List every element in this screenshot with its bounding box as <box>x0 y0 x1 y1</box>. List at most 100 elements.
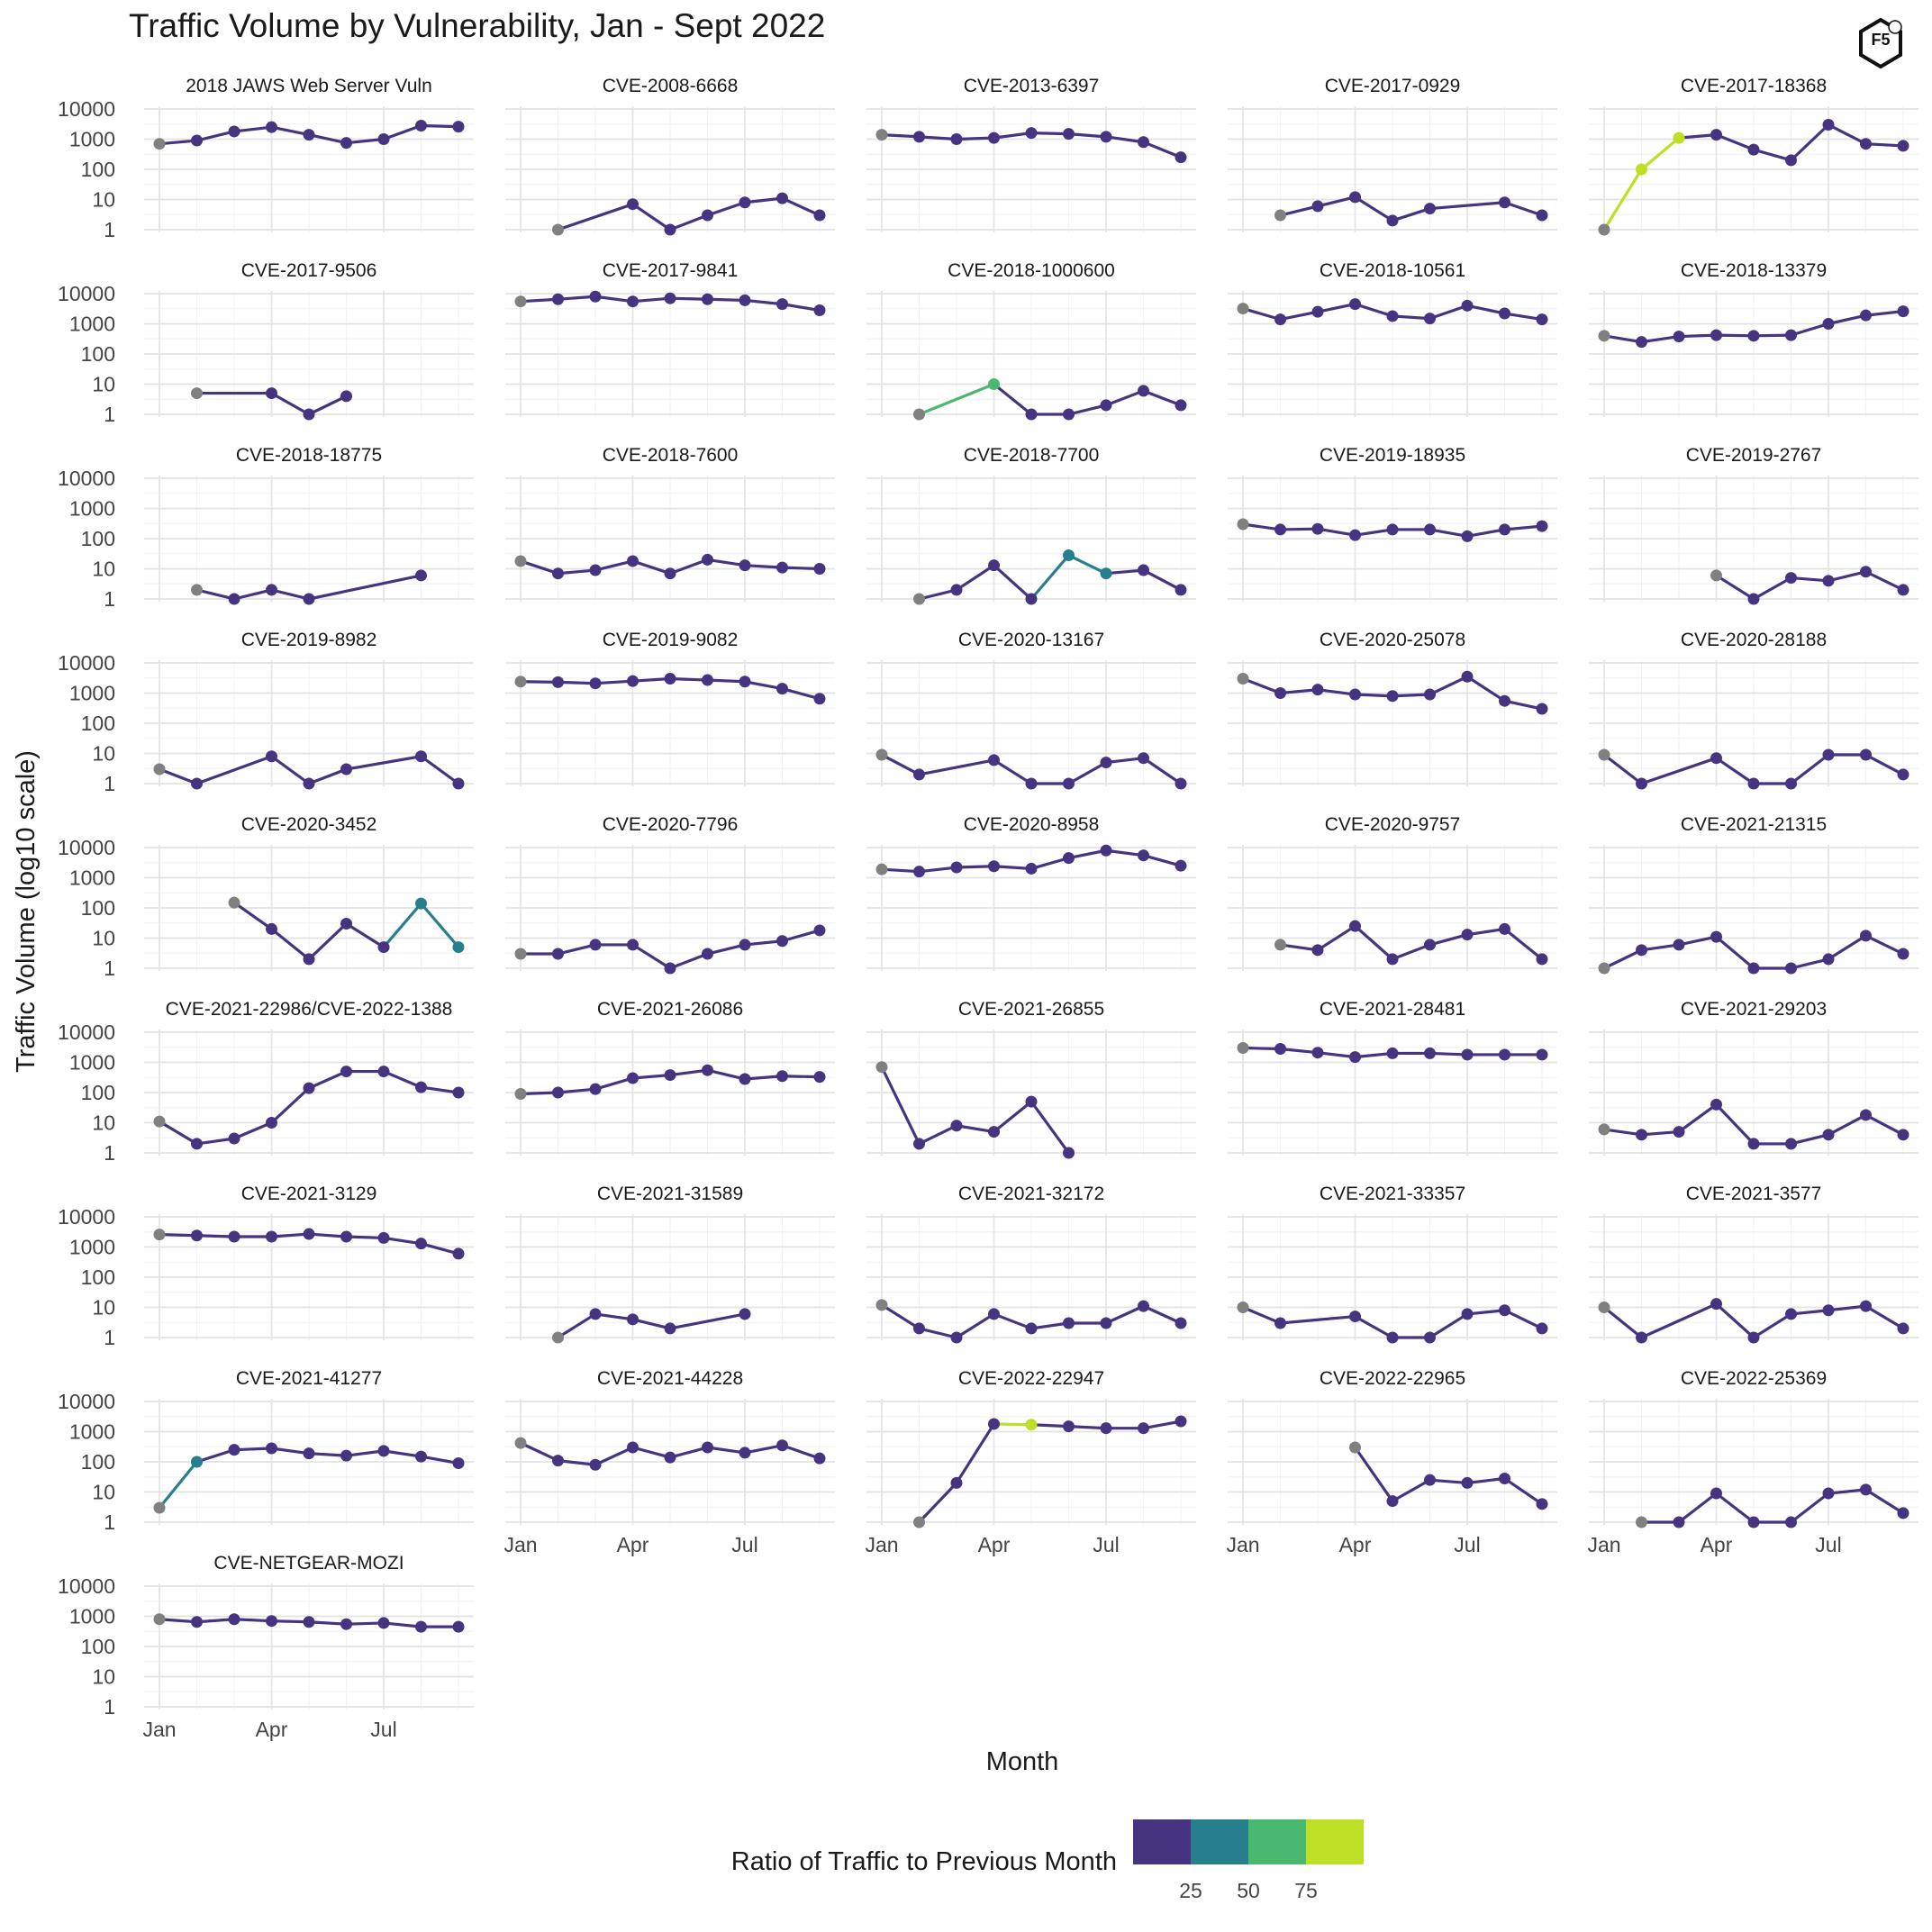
y-tick-label: 10000 <box>58 836 115 859</box>
facet-panel: CVE-2017-18368 <box>1589 76 1918 236</box>
series-line-segment <box>307 921 349 961</box>
data-point <box>1025 593 1038 605</box>
series-line-segment <box>1353 195 1394 222</box>
data-point <box>340 918 352 930</box>
series-line-segment <box>1789 753 1830 785</box>
y-tick-label: 10000 <box>58 1574 115 1598</box>
facet-panel: CVE-2018-7600 <box>505 445 835 602</box>
series-line-segment <box>1789 576 1830 583</box>
series-line-segment <box>955 1422 996 1485</box>
data-point <box>452 777 465 790</box>
data-point <box>1138 849 1149 862</box>
data-point <box>303 593 315 605</box>
y-tick-label: 1 <box>104 587 115 611</box>
series-line-segment <box>1241 1305 1283 1325</box>
color-legend: Ratio of Traffic to Previous Month 25 50 7… <box>731 1819 1364 1902</box>
series-line-segment <box>195 755 274 785</box>
series-line-segment <box>917 866 958 874</box>
series-line-segment <box>1602 753 1644 785</box>
f5-labs-logo <box>1859 17 1902 69</box>
facet-panel: CVE-2018-10561 <box>1228 260 1557 417</box>
data-point <box>1237 1042 1249 1055</box>
facet-title: CVE-2017-9841 <box>603 260 739 281</box>
data-point <box>191 777 203 790</box>
data-point <box>1025 1322 1038 1335</box>
series-line-segment <box>780 929 821 943</box>
facet-title: CVE-2008-6668 <box>603 76 739 96</box>
data-point <box>1897 1129 1909 1141</box>
data-point <box>1063 408 1075 421</box>
series-line-segment <box>1029 1100 1071 1155</box>
data-point <box>988 860 1000 873</box>
facet-title: CVE-2021-22986/CVE-2022-1388 <box>166 999 453 1020</box>
data-point <box>1349 298 1361 311</box>
facet-panel: CVE-2020-7796 <box>505 814 835 975</box>
legend-tick-label: 75 <box>1294 1879 1318 1902</box>
series-line-segment <box>1428 1312 1469 1339</box>
data-point <box>627 555 639 567</box>
series-line-segment <box>668 213 710 231</box>
facet-panel: CVE-2021-29203 <box>1589 999 1918 1156</box>
data-point <box>340 763 352 776</box>
facet-panel: CVE-2021-44228 Jan Apr Jul <box>503 1368 835 1556</box>
data-point <box>514 1088 527 1101</box>
series-line-segment <box>1104 1304 1146 1325</box>
facet-title: CVE-2021-33357 <box>1320 1184 1465 1204</box>
data-point <box>1461 670 1474 683</box>
series-line-segment <box>556 1312 597 1339</box>
data-point <box>950 1120 963 1132</box>
series-line-segment <box>630 203 672 231</box>
series-line-segment <box>1502 1309 1544 1330</box>
y-tick-label: 1000 <box>69 128 115 151</box>
data-point <box>1897 768 1909 781</box>
data-point <box>1274 313 1286 326</box>
data-point <box>1063 852 1075 865</box>
data-point <box>1424 1331 1436 1344</box>
data-point <box>1747 143 1760 156</box>
data-point <box>950 1476 963 1489</box>
series-line-segment <box>1353 693 1394 698</box>
legend-tick-label: 25 <box>1179 1879 1202 1902</box>
data-point <box>589 677 602 690</box>
data-point <box>377 1066 390 1078</box>
series-line-segment <box>382 902 423 949</box>
data-point <box>664 292 676 304</box>
y-tick-label: 1 <box>104 1326 115 1349</box>
series-line-segment <box>1428 675 1469 696</box>
series-line-segment <box>705 943 747 956</box>
series-line-segment <box>232 1618 274 1623</box>
series-line-segment <box>1714 1492 1755 1524</box>
series-line-segment <box>419 1085 460 1094</box>
data-point <box>589 939 602 951</box>
data-point <box>552 567 564 580</box>
data-point <box>875 748 888 761</box>
series-line-segment <box>1353 924 1394 961</box>
data-point <box>1311 305 1324 318</box>
data-point <box>1138 136 1149 149</box>
series-line-segment <box>743 939 785 947</box>
data-point <box>1822 953 1835 966</box>
data-point <box>1860 566 1872 578</box>
series-line-segment <box>743 298 785 306</box>
data-point <box>1461 929 1474 941</box>
data-point <box>664 1322 676 1335</box>
data-point <box>415 1450 427 1463</box>
data-point <box>1063 1317 1075 1329</box>
data-point <box>913 1138 925 1150</box>
facet-title: CVE-2020-7796 <box>603 814 739 835</box>
series-line-segment <box>630 296 672 304</box>
series-line-segment <box>992 1422 1033 1427</box>
data-point <box>1897 1322 1909 1335</box>
series-line-segment <box>1428 1478 1469 1485</box>
data-point <box>664 1069 676 1082</box>
series-line-segment <box>1602 168 1644 231</box>
data-point <box>1274 1043 1286 1056</box>
facet-title: CVE-2021-3577 <box>1686 1184 1822 1204</box>
data-point <box>1673 1516 1685 1528</box>
series-line-segment <box>1141 141 1183 159</box>
series-line-segment <box>1353 303 1394 318</box>
data-point <box>1175 1317 1187 1329</box>
series-line-segment <box>743 680 785 691</box>
series-line-segment <box>992 564 1033 601</box>
data-point <box>664 1451 676 1464</box>
